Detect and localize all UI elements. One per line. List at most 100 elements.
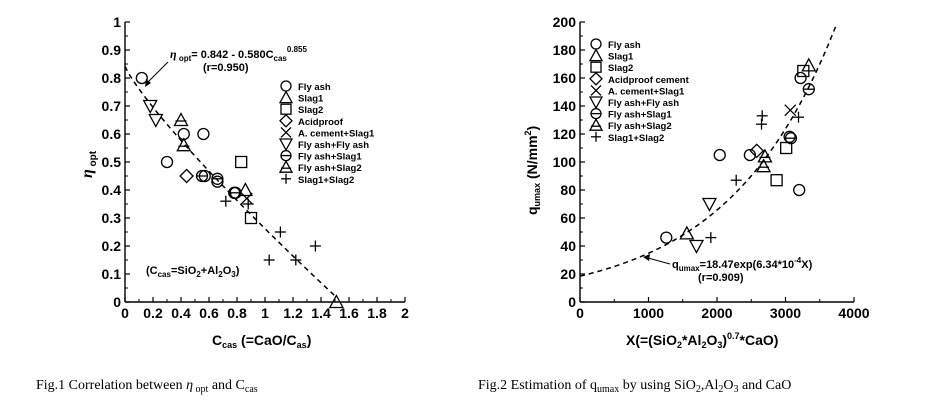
c1-point-circle-bar — [229, 186, 242, 199]
chart1-note: (Ccas=SiO2+Al2O3) — [146, 265, 240, 279]
c2-y-tick-label: 60 — [560, 210, 576, 226]
c1-point-triangle-bar — [173, 112, 189, 127]
c1-x-tick-label: 1.4 — [311, 305, 331, 321]
c1-point-plus — [220, 195, 232, 207]
chart2-y-axis-label: qumax (N/mm2) — [523, 126, 542, 215]
c1-point-circle — [197, 127, 210, 141]
c2-point-square — [770, 174, 783, 187]
c2-point-square — [780, 141, 793, 155]
c2-point-circle — [713, 148, 726, 162]
c1-legend-label: Fly ash — [298, 82, 331, 93]
c1-point-x — [240, 192, 253, 205]
c1-point-plus — [274, 226, 286, 238]
c2-point-circle — [793, 183, 806, 197]
c1-point-plus — [290, 254, 302, 266]
chart2-equation-arrow-line — [647, 257, 671, 265]
c2-legend-label: Slag1+Slag2 — [608, 133, 664, 144]
c1-legend-marker — [280, 126, 292, 138]
c2-legend-label: Acidproof cement — [608, 75, 690, 86]
c1-x-tick-label: 1.6 — [339, 305, 359, 321]
c1-legend-label: A. cement+Slag1 — [298, 128, 375, 139]
c1-point-circle-bar — [211, 172, 224, 185]
c1-point-plus — [263, 254, 275, 266]
c1-x-tick-label: 2 — [401, 305, 409, 321]
c2-point-plus — [705, 232, 717, 244]
c2-point-plus — [793, 111, 805, 123]
chart1-y-axis-label: η opt — [79, 150, 99, 178]
c1-point-plus — [309, 240, 321, 252]
c2-legend-label: A. cement+Slag1 — [608, 86, 685, 97]
c1-legend-marker — [278, 90, 294, 104]
c1-legend-marker — [278, 138, 294, 152]
c1-x-tick-label: 0.6 — [199, 305, 219, 321]
c2-x-tick-label: 4000 — [838, 305, 869, 321]
c1-legend-marker — [281, 173, 291, 184]
c2-point-diamond — [749, 143, 765, 159]
c1-point-square — [235, 155, 248, 169]
c2-legend-marker — [590, 38, 602, 50]
chart1-equation: η opt= 0.842 - 0.580Ccas0.855 — [170, 45, 307, 63]
chart1-equation-arrow-line — [146, 61, 169, 84]
c1-x-tick-label: 0.4 — [171, 305, 191, 321]
c1-x-tick-label: 0.2 — [143, 305, 163, 321]
c1-point-diamond — [179, 168, 195, 184]
c1-y-tick-label: 0.7 — [102, 98, 122, 114]
c2-point-circle-bar — [784, 132, 798, 145]
c2-legend-marker — [588, 117, 604, 131]
c1-legend-marker — [280, 149, 292, 162]
c1-point-circle — [211, 175, 224, 188]
c1-point-square — [244, 211, 258, 225]
c2-y-tick-label: 200 — [553, 14, 577, 30]
c1-point-triangle-bar — [176, 137, 192, 152]
c1-legend-label: Slag1 — [298, 94, 324, 105]
c2-legend-label: Fly ash — [608, 40, 641, 51]
chart1-equation-arrowhead — [145, 79, 151, 87]
c2-point-circle — [660, 231, 673, 244]
figure-2-caption: Fig.2 Estimation of qumax by using SiO2,… — [478, 378, 791, 395]
c2-legend-marker — [591, 131, 601, 142]
chart2-equation: qumax=18.47exp(6.34*10-4X) — [672, 256, 813, 273]
c2-y-tick-label: 180 — [553, 42, 577, 58]
c1-point-circle — [135, 71, 148, 85]
c2-legend-marker — [590, 107, 602, 120]
c1-legend-label: Fly ash+Slag1 — [298, 152, 362, 163]
c1-legend-marker — [280, 103, 292, 115]
c1-y-tick-label: 0.1 — [102, 266, 122, 282]
c1-x-tick-label: 1 — [261, 305, 269, 321]
c1-legend-marker — [278, 159, 294, 173]
figure-1-caption: Fig.1 Correlation between η opt and Ccas — [36, 378, 258, 395]
c2-legend-marker — [589, 71, 603, 86]
c2-point-plus — [730, 174, 742, 186]
c2-y-tick-label: 80 — [560, 182, 576, 198]
chart-qumax: 0 1000 2000 3000 4000 0 20 40 60 80 100 120 140 160 18… — [523, 14, 870, 350]
c2-point-triangle-down — [701, 197, 718, 212]
c2-y-tick-label: 100 — [553, 154, 577, 170]
chart2-r-value: (r=0.909) — [698, 272, 744, 284]
c2-point-triangle-bar — [757, 148, 773, 163]
chart2-x-axis-label: X(=(SiO2*Al2O3)0.7*CaO) — [626, 331, 778, 350]
chart1-x-axis-label: Ccas (=CaO/Cas) — [212, 332, 311, 350]
c1-legend-label: Fly ash+Slag2 — [298, 163, 362, 174]
c2-legend-label: Fly ash+Slag1 — [608, 110, 672, 121]
c1-y-tick-label: 0 — [113, 294, 121, 310]
c2-legend-marker — [590, 61, 602, 73]
c1-y-tick-label: 0.4 — [102, 182, 122, 198]
c2-legend-label: Fly ash+Fly ash — [608, 98, 679, 109]
c2-point-circle — [794, 71, 807, 85]
c1-x-tick-label: 0 — [121, 305, 129, 321]
c1-y-tick-label: 0.8 — [102, 70, 122, 86]
c1-y-tick-label: 1 — [113, 14, 121, 30]
c1-y-tick-label: 0.9 — [102, 42, 122, 58]
c2-point-plus — [756, 118, 768, 130]
c2-x-tick-label: 0 — [576, 305, 584, 321]
c1-x-tick-label: 1.8 — [367, 305, 387, 321]
c2-legend-marker — [588, 48, 604, 62]
c2-point-circle-bar — [802, 83, 815, 96]
c1-point-circle-bar — [195, 169, 209, 183]
c1-y-tick-label: 0.2 — [102, 238, 122, 254]
c2-point-triangle-up — [679, 225, 695, 240]
c2-y-tick-label: 20 — [560, 266, 576, 282]
c2-y-tick-label: 0 — [568, 294, 576, 310]
